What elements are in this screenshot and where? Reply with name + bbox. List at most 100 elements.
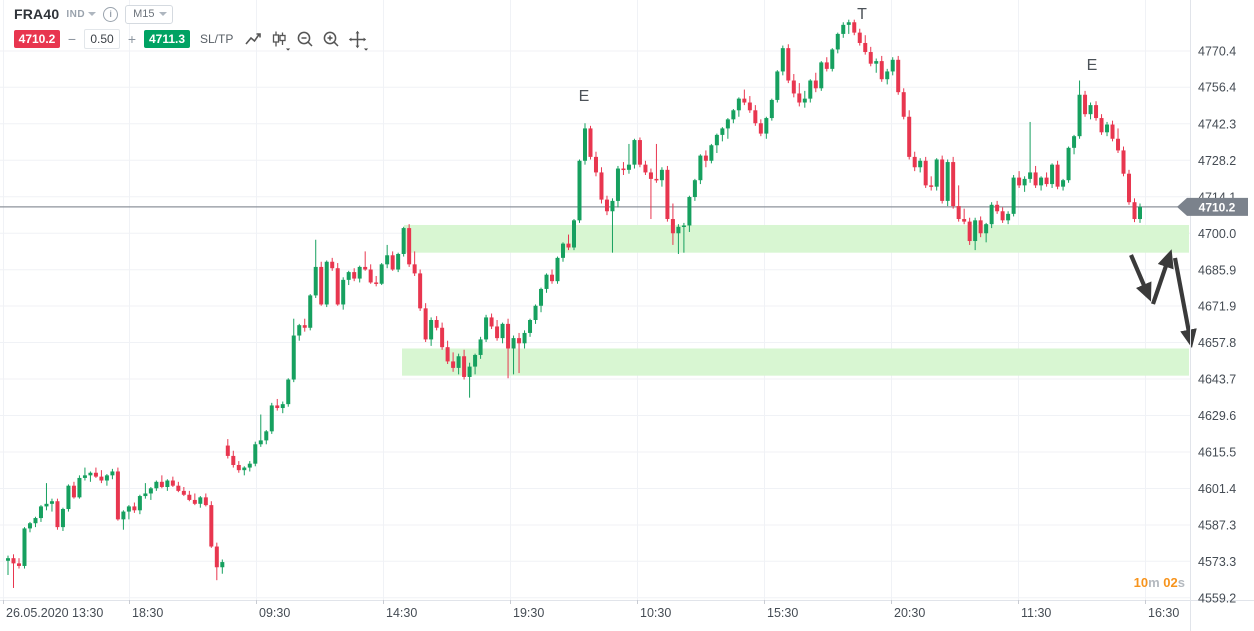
candle-body: [93, 472, 98, 477]
candle-body: [302, 325, 307, 328]
price-axis[interactable]: 4770.44756.44742.34728.24714.14700.04685…: [1198, 45, 1236, 606]
candle-body: [528, 319, 533, 333]
time-tick-label: 10:30: [640, 606, 671, 620]
candle-body: [973, 220, 978, 242]
candle-body: [967, 221, 972, 242]
candle-body: [1083, 94, 1088, 115]
candle-body: [126, 506, 131, 512]
candle-body: [247, 463, 252, 468]
candle-body: [82, 475, 87, 478]
candle-body: [363, 266, 368, 270]
forecast-arrow[interactable]: [1129, 254, 1152, 302]
candle-body: [44, 503, 49, 507]
trendline-tool-icon[interactable]: [243, 29, 263, 49]
candle-body: [725, 119, 730, 129]
pattern-marker-label[interactable]: T: [857, 6, 867, 23]
candle-body: [1105, 124, 1110, 133]
candle-body: [681, 225, 686, 227]
pattern-marker-label[interactable]: E: [1087, 57, 1098, 74]
candle-body: [758, 123, 763, 134]
candle-body: [66, 485, 71, 509]
zoom-in-icon[interactable]: [321, 29, 341, 49]
time-axis[interactable]: 26.05.2020 13:30 18:30 09:30 14:30 19:30 10:3…: [3, 600, 1180, 620]
candle-body: [995, 204, 1000, 212]
candle-body: [231, 455, 236, 465]
candle-body: [720, 128, 725, 135]
candle-body: [38, 506, 43, 519]
candle-body: [808, 80, 813, 99]
candle-body: [385, 255, 390, 265]
spread-decrease-button[interactable]: −: [67, 31, 77, 47]
candle-body: [445, 347, 450, 362]
timeframe-label: M15: [133, 8, 155, 20]
candle-body: [940, 159, 945, 201]
candle-body: [1072, 136, 1077, 148]
candle-body: [835, 33, 840, 50]
spread-value[interactable]: 0.50: [84, 29, 120, 49]
forecast-arrow[interactable]: [1151, 249, 1174, 305]
zoom-out-icon[interactable]: [295, 29, 315, 49]
candle-body: [665, 169, 670, 220]
supply-demand-zone[interactable]: [404, 224, 1189, 253]
candle-body: [637, 140, 642, 165]
candle-body: [588, 128, 593, 157]
chevron-down-icon: [88, 12, 97, 16]
candle-body: [495, 326, 500, 339]
candle-body: [429, 319, 434, 340]
time-tick-label: 11:30: [1021, 606, 1051, 620]
candle-body: [335, 268, 340, 305]
instrument-type-dropdown[interactable]: IND: [66, 9, 97, 20]
candle-body: [852, 22, 857, 33]
candle-body: [1050, 164, 1055, 185]
crosshair-pan-icon[interactable]: [347, 29, 369, 51]
timeframe-dropdown[interactable]: M15: [125, 4, 173, 24]
info-icon[interactable]: i: [103, 6, 119, 22]
chevron-down-icon: [362, 44, 369, 51]
buy-button[interactable]: 4711.3: [144, 30, 190, 48]
sell-button[interactable]: 4710.2: [14, 30, 60, 48]
price-tick-label: 4573.3: [1198, 555, 1236, 569]
candle-body: [1088, 105, 1093, 115]
candle-body: [148, 488, 153, 494]
candle-body: [269, 405, 274, 432]
candle-body: [978, 220, 983, 234]
candle-body: [1099, 118, 1104, 133]
candle-body: [659, 169, 664, 181]
candle-body: [857, 32, 862, 43]
candle-body: [698, 155, 703, 181]
price-tag-value: 4710.2: [1199, 200, 1236, 214]
time-tick-label: 09:30: [259, 606, 290, 620]
supply-demand-zone[interactable]: [402, 348, 1189, 376]
pattern-marker-label[interactable]: E: [579, 88, 590, 105]
current-price-tag: 4710.2: [1177, 197, 1248, 216]
candle-body: [775, 71, 780, 100]
candle-body: [1000, 211, 1005, 221]
price-tick-label: 4742.3: [1198, 117, 1236, 131]
candle-body: [599, 172, 604, 200]
candle-body: [769, 99, 774, 119]
sltp-button[interactable]: SL/TP: [200, 32, 234, 46]
candle-body: [451, 361, 456, 368]
time-tick-label: 15:30: [767, 606, 798, 620]
chart-style-icon[interactable]: [269, 29, 291, 51]
candle-body: [841, 24, 846, 34]
candle-body: [297, 325, 302, 336]
time-tick-label: 19:30: [513, 606, 544, 620]
price-tick-label: 4559.2: [1198, 591, 1236, 605]
candle-body: [566, 243, 571, 248]
candle-body: [71, 485, 76, 498]
candle-body: [890, 59, 895, 72]
candle-body: [1011, 177, 1016, 214]
candle-body: [572, 220, 576, 248]
candle-body: [863, 42, 868, 53]
spread-increase-button[interactable]: +: [127, 31, 137, 47]
candle-body: [1077, 94, 1082, 137]
candle-body: [582, 128, 587, 161]
candle-body: [1017, 177, 1022, 186]
candle-body: [115, 471, 120, 520]
candle-body: [500, 323, 505, 339]
forecast-arrow[interactable]: [1172, 257, 1197, 348]
candle-body: [242, 467, 247, 471]
